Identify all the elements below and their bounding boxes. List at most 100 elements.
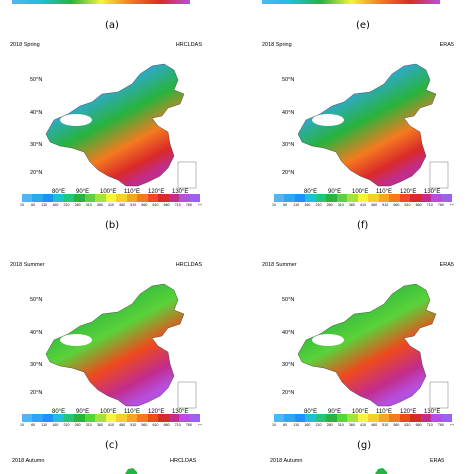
colorbar-tick-label: 460: [119, 203, 126, 207]
panel-letter-f: (f): [357, 220, 369, 231]
colorbar-swatch: [42, 194, 54, 202]
china-region-shape: [297, 283, 437, 407]
lon-tick-label: 90°E: [328, 409, 341, 415]
lat-tick-label: 50°N: [30, 297, 42, 303]
lat-tick-label: 20°N: [282, 390, 294, 396]
panel-season-label: 2018 Spring: [10, 42, 40, 48]
colorbar-swatch: [378, 414, 390, 422]
china-region-shape: [45, 63, 185, 187]
colorbar-tick-label: 110: [293, 203, 300, 207]
china-region-shape: [297, 63, 437, 187]
colorbar-swatch: [305, 194, 316, 202]
lat-tick-label: 30°N: [30, 142, 42, 148]
panel-source-label: HRCLDAS: [175, 262, 202, 268]
lat-tick-label: 30°N: [282, 362, 294, 368]
autumn-right-map-fragment: [375, 468, 387, 474]
colorbar-swatch: [63, 414, 75, 422]
colorbar-swatch: [137, 194, 148, 202]
dry-region-patch: [312, 114, 344, 126]
panel-letter-c: (c): [105, 440, 119, 451]
panel-season-label: 2018 Spring: [262, 42, 292, 48]
lon-tick-label: 110°E: [124, 189, 140, 195]
colorbar-tick-label: 110: [41, 423, 48, 427]
colorbar-tick-label: 410: [360, 203, 366, 207]
south-china-sea-inset: [177, 381, 197, 409]
colorbar-tick-label: 110: [293, 423, 300, 427]
colorbar-tick-label: 660: [415, 423, 422, 427]
lon-tick-label: 100°E: [352, 189, 368, 195]
colorbar-swatch: [378, 194, 390, 202]
colorbar-tick-label: 260: [74, 423, 81, 427]
colorbar-swatch: [315, 414, 327, 422]
lon-tick-label: 130°E: [172, 189, 188, 195]
colorbar-tick-label: 410: [108, 423, 114, 427]
colorbar-swatch: [95, 194, 106, 202]
colorbar-tick-label: 760: [185, 203, 192, 207]
colorbar-swatch: [284, 414, 295, 422]
colorbar-swatch: [336, 414, 348, 422]
autumn-left-source: HRCLDAS: [170, 458, 197, 464]
colorbar: [274, 194, 452, 202]
lon-tick-label: 120°E: [400, 409, 416, 415]
dry-region-patch: [60, 334, 92, 346]
colorbar-swatch: [63, 194, 75, 202]
colorbar-swatch: [189, 194, 200, 202]
colorbar-swatch: [168, 194, 180, 202]
south-china-sea-inset: [429, 161, 449, 189]
colorbar-tick-label: 760: [185, 423, 192, 427]
lat-tick-label: 40°N: [282, 330, 294, 336]
colorbar-tick-label: 260: [326, 423, 333, 427]
colorbar-tick-label: ++: [449, 203, 455, 207]
colorbar-tick-label: 110: [41, 203, 48, 207]
colorbar-tick-label: 560: [141, 423, 148, 427]
colorbar-swatch: [147, 414, 159, 422]
colorbar-tick-label: 310: [85, 203, 92, 207]
autumn-right-source: ERA5: [430, 458, 445, 464]
colorbar-tick-label: 10: [20, 423, 24, 427]
colorbar-tick-label: 60: [31, 203, 36, 207]
precip-map: 50°N 40°N 30°N 20°N 80°E 90°E 100°E 110°E 120°E 1…: [282, 283, 449, 415]
lon-tick-label: 80°E: [52, 189, 65, 195]
lon-tick-label: 80°E: [52, 409, 65, 415]
lon-tick-label: 120°E: [400, 189, 416, 195]
colorbar-swatch: [294, 414, 306, 422]
map-panel-b: 2018 Spring HRCLDAS 50°N 40°N 30°N 20°N 80°E 90…: [10, 42, 210, 231]
colorbar-tick-label: 660: [415, 203, 422, 207]
lon-tick-label: 100°E: [352, 409, 368, 415]
lon-tick-label: 80°E: [304, 409, 317, 415]
colorbar-swatch: [399, 194, 411, 202]
colorbar-swatch: [116, 194, 127, 202]
colorbar-swatch: [22, 194, 33, 202]
dry-region-patch: [312, 334, 344, 346]
colorbar-swatch: [105, 194, 117, 202]
lon-tick-label: 100°E: [100, 409, 116, 415]
colorbar-swatch: [326, 194, 337, 202]
south-china-sea-inset: [177, 161, 197, 189]
colorbar-tick-label: 610: [404, 423, 411, 427]
top-colorbar-left: [12, 0, 190, 10]
lat-tick-label: 50°N: [30, 77, 42, 83]
colorbar-swatch: [431, 194, 442, 202]
lon-tick-label: 120°E: [148, 189, 164, 195]
colorbar-tick-label: 610: [404, 203, 411, 207]
colorbar-swatch: [53, 414, 64, 422]
colorbar-tick-label: ++: [197, 203, 203, 207]
panel-letter-b: (b): [105, 220, 120, 231]
precip-map: 50°N 40°N 30°N 20°N 80°E 90°E 100°E 110°E 120°E 1…: [282, 63, 449, 195]
colorbar-tick-label: 510: [130, 203, 137, 207]
colorbar-swatch: [137, 414, 148, 422]
top-colorbar-right: [262, 0, 440, 10]
colorbar-swatch: [22, 414, 33, 422]
panel-source-label: ERA5: [439, 262, 454, 268]
dry-region-patch: [60, 114, 92, 126]
colorbar-tick-label: 10: [272, 203, 276, 207]
colorbar-tick-label: 160: [52, 203, 59, 207]
colorbar-swatch: [410, 194, 421, 202]
colorbar-swatch: [410, 414, 421, 422]
colorbar-tick-label: 560: [141, 203, 148, 207]
autumn-left-map-fragment: [125, 468, 137, 474]
colorbar-swatch: [189, 414, 200, 422]
map-panel-f: 2018 Spring ERA5 50°N 40°N 30°N 20°N 80°E 90°E 1…: [262, 42, 462, 231]
colorbar-swatch: [126, 194, 138, 202]
colorbar-swatch: [420, 194, 432, 202]
